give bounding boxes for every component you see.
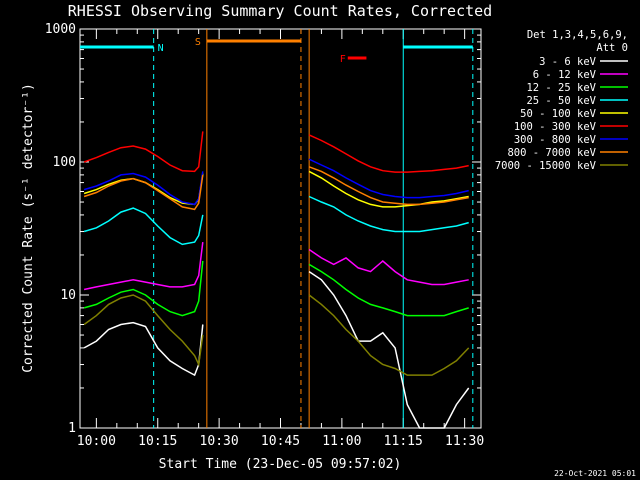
x-tick-label: 11:00 xyxy=(322,434,361,449)
series-line-4-segment-1 xyxy=(308,170,469,208)
legend-header: Att 0 xyxy=(596,42,628,54)
series-line-2-segment-1 xyxy=(308,263,469,317)
series-line-0-segment-1 xyxy=(308,270,470,429)
legend-entry: 12 - 25 keV xyxy=(526,82,596,94)
legend-entry: 7000 - 15000 keV xyxy=(495,160,597,172)
series-line-7-segment-0 xyxy=(83,174,204,211)
legend-entry: 800 - 7000 keV xyxy=(507,147,596,159)
series-line-6-segment-1 xyxy=(308,158,469,199)
y-tick-label: 1 xyxy=(68,421,76,436)
flag-label: S xyxy=(195,37,201,48)
timestamp: 22-Oct-2021 05:01 xyxy=(554,469,636,478)
series-line-0-segment-0 xyxy=(83,321,204,377)
flag-label: F xyxy=(340,54,346,65)
series-line-3-segment-1 xyxy=(308,195,469,233)
x-axis-label: Start Time (23-Dec-05 09:57:02) xyxy=(159,457,402,472)
x-tick-label: 10:45 xyxy=(261,434,300,449)
legend-entry: 300 - 800 keV xyxy=(514,134,597,146)
y-axis-label: Corrected Count Rate (s⁻¹ detector⁻¹) xyxy=(21,83,36,373)
series-line-7-segment-1 xyxy=(308,166,469,206)
legend-entry: 50 - 100 keV xyxy=(520,108,597,120)
chart-title: RHESSI Observing Summary Count Rates, Co… xyxy=(68,2,492,20)
legend-entry: 6 - 12 keV xyxy=(533,69,597,81)
x-tick-label: 10:30 xyxy=(200,434,239,449)
plot-area: 1 10 100 1000 10:00 10:15 10:30 10:45 11:00 11:15… xyxy=(45,22,485,449)
series-line-1-segment-1 xyxy=(308,248,469,286)
series-line-6-segment-0 xyxy=(83,171,204,206)
x-tick-label: 10:15 xyxy=(138,434,177,449)
legend-entry: 100 - 300 keV xyxy=(514,121,597,133)
legend-header: Det 1,3,4,5,6,9, xyxy=(527,29,628,41)
series-line-3-segment-0 xyxy=(83,207,204,246)
series-line-5-segment-0 xyxy=(83,131,204,173)
series-line-1-segment-0 xyxy=(83,242,204,291)
y-tick-label: 10 xyxy=(60,288,76,303)
y-tick-label: 1000 xyxy=(45,22,76,37)
flag-label: N xyxy=(158,43,164,54)
series-line-8-segment-1 xyxy=(308,294,470,376)
x-tick-label: 10:00 xyxy=(77,434,116,449)
series-line-2-segment-0 xyxy=(83,260,204,317)
legend-entry: 3 - 6 keV xyxy=(539,56,597,68)
series-line-5-segment-1 xyxy=(308,134,469,173)
series-line-8-segment-0 xyxy=(83,294,204,368)
y-tick-label: 100 xyxy=(53,155,76,170)
x-tick-label: 11:30 xyxy=(445,434,484,449)
legend-entry: 25 - 50 keV xyxy=(526,95,596,107)
x-tick-label: 11:15 xyxy=(384,434,423,449)
